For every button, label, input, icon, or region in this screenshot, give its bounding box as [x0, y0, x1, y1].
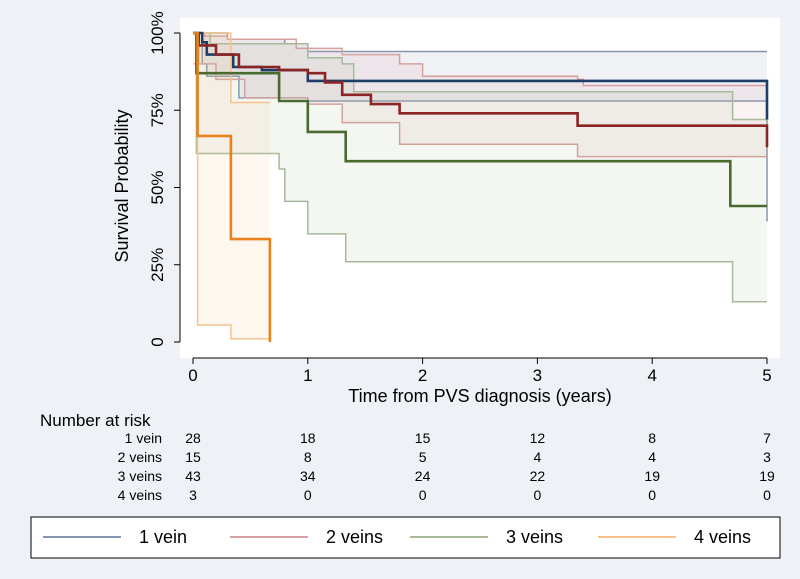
x-tick-label: 2	[418, 366, 427, 385]
risk-table-title: Number at risk	[40, 411, 151, 430]
y-tick-label: 100%	[148, 11, 167, 54]
risk-value: 4	[648, 449, 656, 465]
ci-upper-3-veins	[193, 32, 767, 121]
risk-value: 0	[534, 487, 542, 503]
ci-lower-1-vein	[193, 32, 768, 222]
risk-table: Number at risk 1 vein 28 18 15 12 8 7 2 veins 15…	[40, 411, 775, 503]
legend: 1 vein 2 veins 3 veins 4 veins	[43, 527, 751, 547]
ci-band-3-veins	[193, 33, 767, 302]
x-axis-title: Time from PVS diagnosis (years)	[348, 386, 611, 406]
y-tick-label: 75%	[148, 93, 167, 127]
x-tick-label: 3	[533, 366, 542, 385]
legend-label-2-veins: 2 veins	[326, 527, 383, 547]
ci-upper-4-veins	[193, 32, 270, 104]
x-tick-label: 0	[188, 366, 197, 385]
risk-value: 18	[300, 430, 316, 446]
risk-value: 12	[530, 430, 546, 446]
axes: 0 25% 50% 75% 100% 0 1 2 3 4 5	[148, 11, 772, 385]
y-tick-label: 50%	[148, 170, 167, 204]
risk-row-label: 2 veins	[118, 449, 162, 465]
risk-value: 3	[763, 449, 771, 465]
risk-value: 15	[415, 430, 431, 446]
curve-4-veins	[193, 31, 272, 342]
x-tick-label: 4	[647, 366, 656, 385]
risk-value: 22	[530, 468, 546, 484]
ci-lower-3-veins	[193, 32, 767, 303]
risk-value: 43	[185, 468, 201, 484]
legend-label-1-vein: 1 vein	[139, 527, 187, 547]
risk-value: 0	[304, 487, 312, 503]
curve-2-veins	[193, 31, 769, 148]
risk-value: 7	[763, 430, 771, 446]
legend-label-4-veins: 4 veins	[694, 527, 751, 547]
legend-label-3-veins: 3 veins	[506, 527, 563, 547]
y-tick-label: 25%	[148, 248, 167, 282]
risk-row-label: 1 vein	[125, 430, 162, 446]
risk-value: 19	[644, 468, 660, 484]
risk-row-label: 3 veins	[118, 468, 162, 484]
risk-value: 34	[300, 468, 316, 484]
risk-value: 0	[419, 487, 427, 503]
risk-value: 19	[759, 468, 775, 484]
y-tick-label: 0	[148, 337, 167, 346]
x-tick-label: 1	[303, 366, 312, 385]
curve-1-vein	[193, 31, 769, 120]
risk-value: 28	[185, 430, 201, 446]
risk-value: 4	[534, 449, 542, 465]
ci-upper-2-veins	[193, 32, 767, 87]
risk-value: 8	[304, 449, 312, 465]
risk-value: 15	[185, 449, 201, 465]
risk-row-label: 4 veins	[118, 487, 162, 503]
legend-box	[30, 516, 781, 559]
survival-curves	[193, 31, 769, 342]
y-axis-title: Survival Probability	[112, 109, 132, 262]
risk-value: 24	[415, 468, 431, 484]
risk-value: 5	[419, 449, 427, 465]
risk-value: 8	[648, 430, 656, 446]
risk-value: 0	[763, 487, 771, 503]
x-tick-label: 5	[762, 366, 771, 385]
risk-value: 0	[648, 487, 656, 503]
risk-value: 3	[189, 487, 197, 503]
